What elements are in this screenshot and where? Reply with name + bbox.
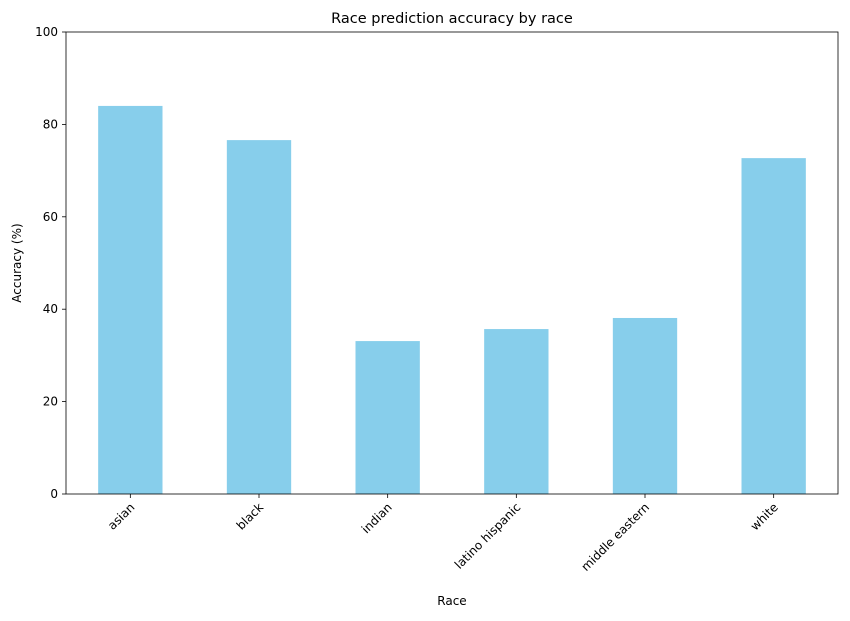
bar-black [226,140,292,494]
bar-asian [98,105,163,495]
y-tick-label: 60 [43,210,58,224]
y-tick-label: 40 [43,302,58,316]
x-tick-label: white [748,500,781,533]
y-tick-label: 20 [43,395,58,409]
y-axis: 0 20 40 60 80 100 [35,25,66,501]
x-tick-label: middle eastern [578,500,652,574]
y-axis-label: Accuracy (%) [10,223,24,302]
bar-white [741,158,806,494]
x-tick-label: asian [105,500,137,532]
x-tick-label: black [234,500,266,532]
plot-frame [65,31,839,495]
y-tick-label: 80 [43,117,58,131]
y-tick-label: 0 [50,487,58,501]
y-tick-label: 100 [35,25,58,39]
bar-latino-hispanic [484,329,549,494]
bar-indian [355,341,420,494]
chart-title: Race prediction accuracy by race [331,11,573,27]
x-tick-label: latino hispanic [452,500,524,572]
x-axis: asian black indian latino hispanic middle ea… [105,494,781,574]
bars-layer [98,105,806,495]
x-tick-label: indian [359,500,395,536]
bar-middle-eastern [612,317,678,494]
x-axis-label: Race [437,594,466,608]
